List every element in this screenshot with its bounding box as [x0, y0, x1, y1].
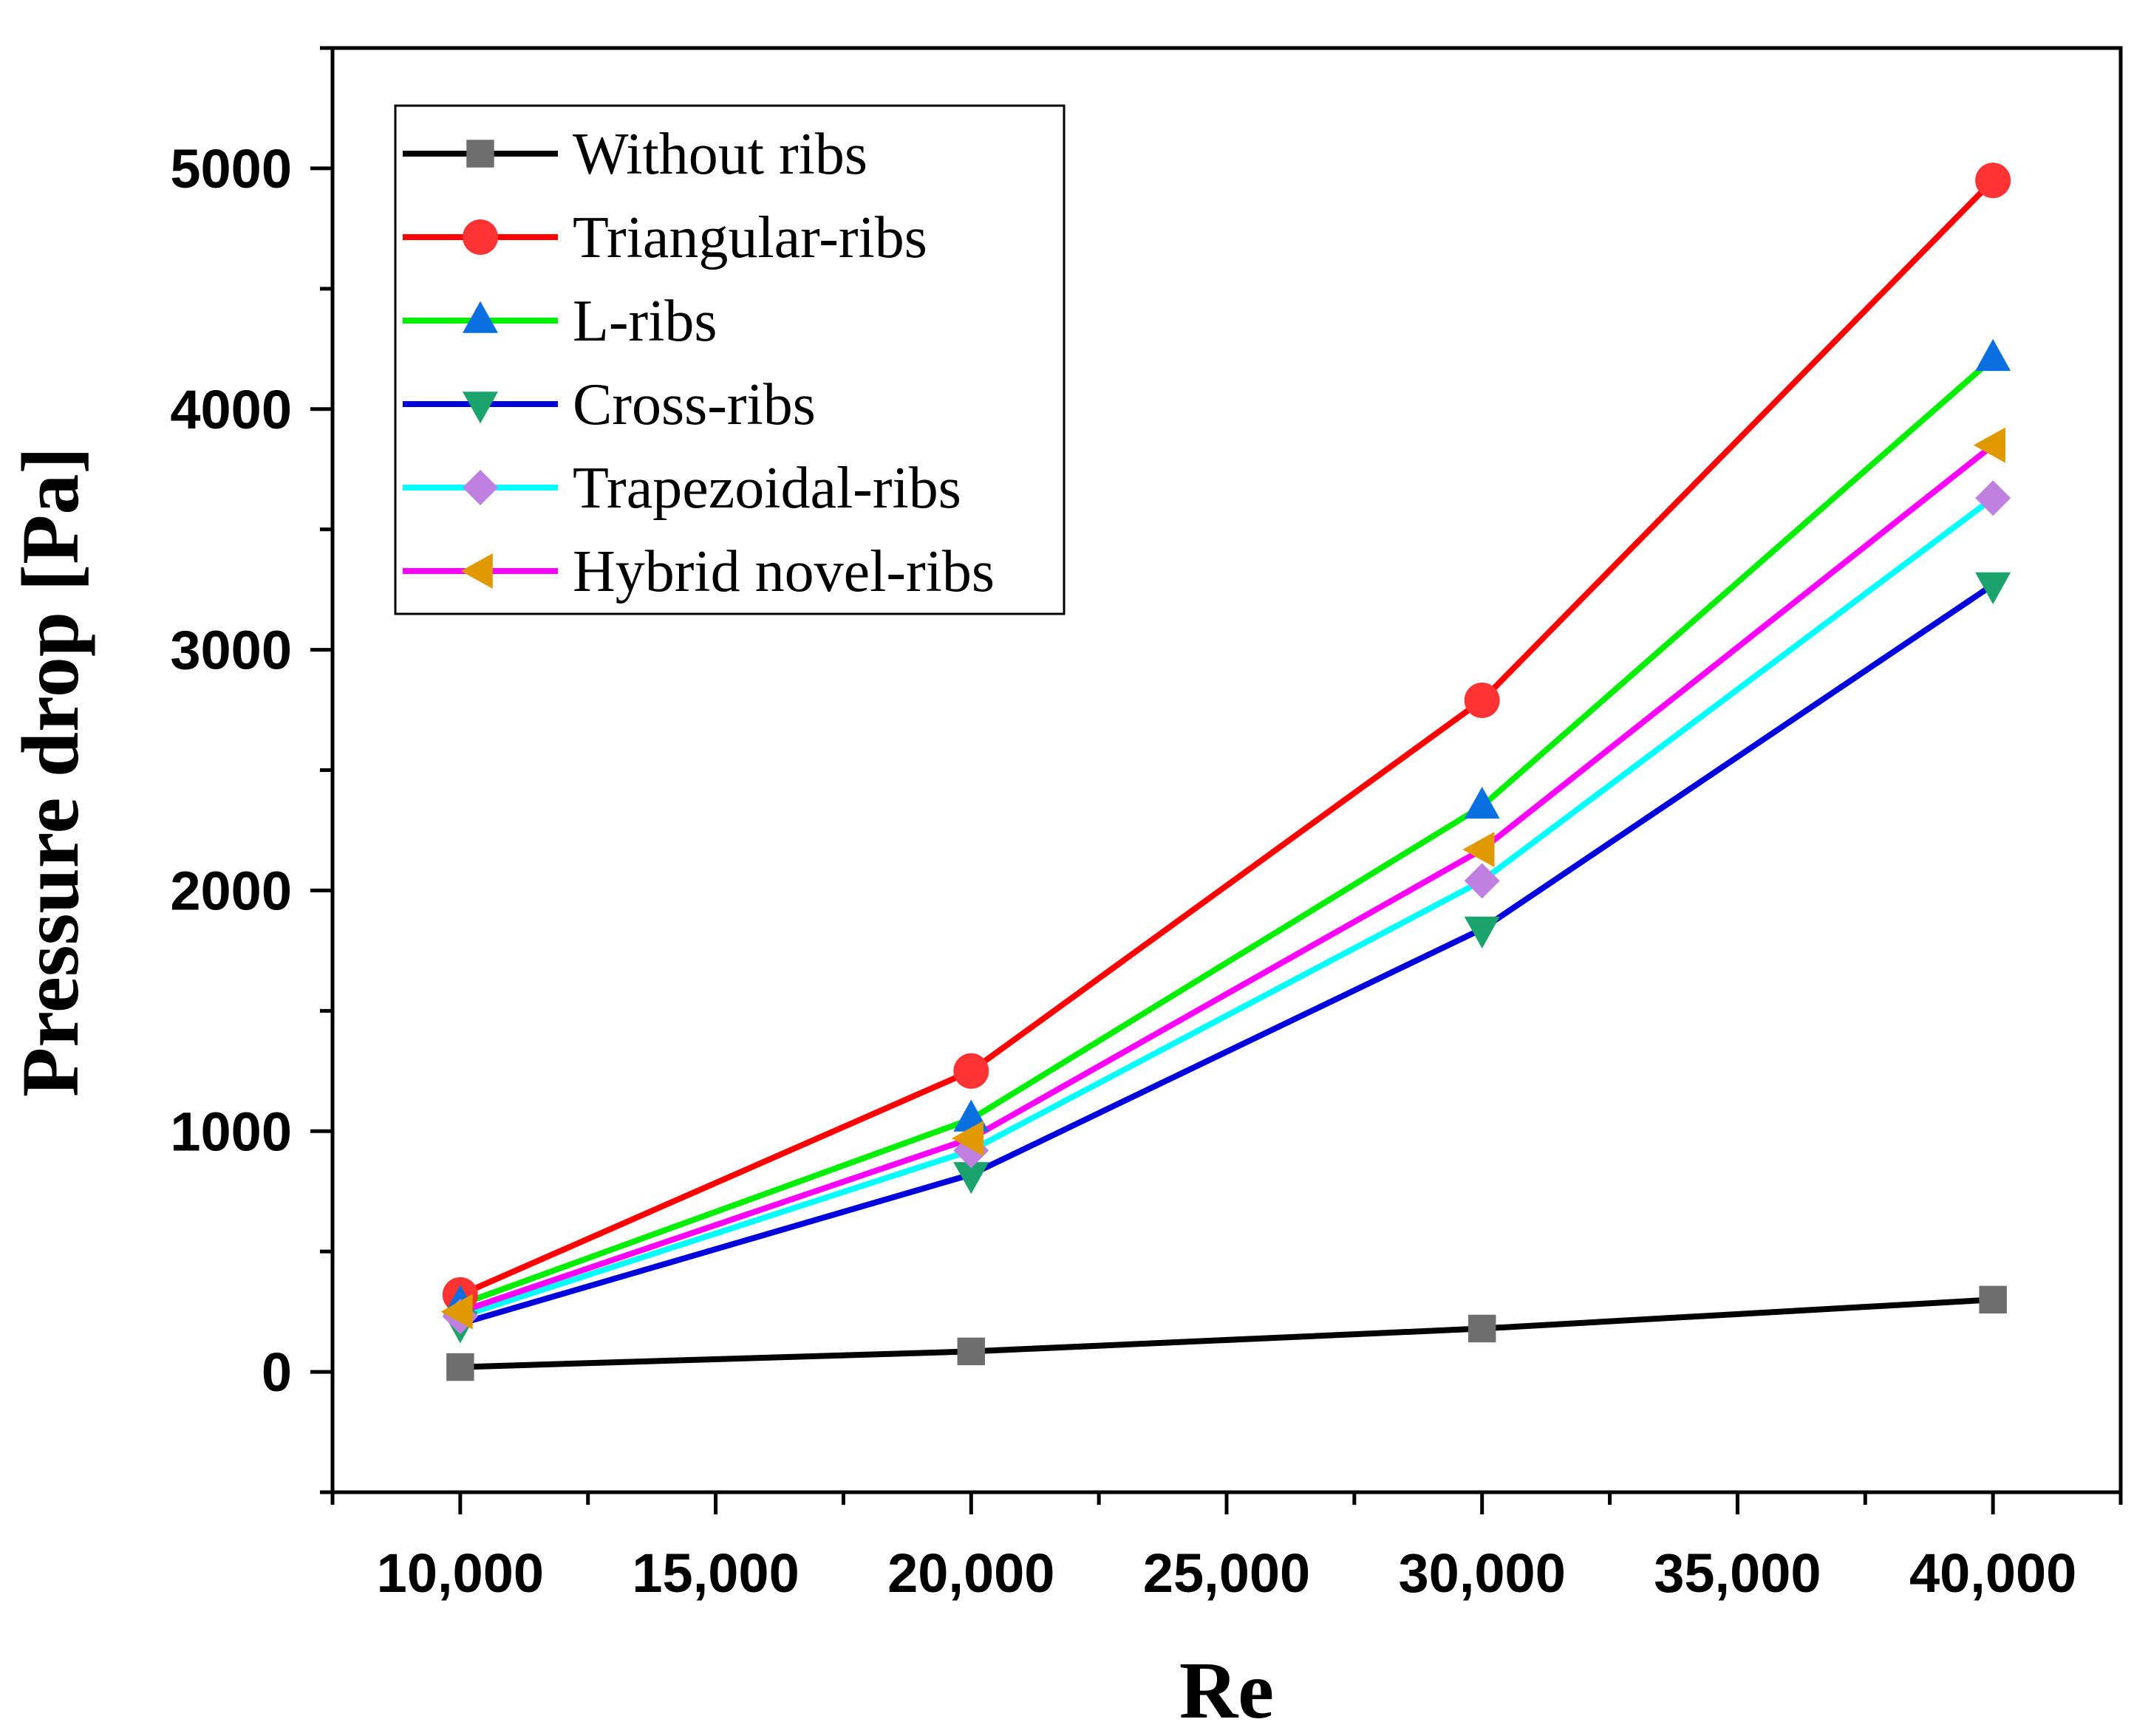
data-point — [1973, 427, 2005, 463]
legend-item: Triangular-ribs — [403, 205, 927, 270]
x-tick-label: 10,000 — [377, 1542, 544, 1604]
series-line — [459, 496, 1995, 1319]
legend-item: Cross-ribs — [403, 372, 816, 437]
data-point — [446, 1353, 474, 1381]
series-line — [460, 1296, 1994, 1370]
legend-box — [394, 104, 1066, 615]
series-line — [459, 356, 1995, 1308]
y-tick-label: 0 — [262, 1342, 292, 1403]
x-tick-label: 35,000 — [1654, 1542, 1821, 1604]
legend-item: Hybrid novel-ribs — [403, 539, 995, 604]
data-point — [953, 1162, 989, 1195]
y-tick-label: 1000 — [170, 1101, 292, 1162]
legend-item: L-ribs — [403, 289, 717, 354]
data-point — [957, 1337, 986, 1366]
x-tick-label: 15,000 — [632, 1542, 799, 1604]
legend: Without ribs Triangular-ribs L-ribs Cross-r… — [394, 104, 1066, 615]
y-tick-label: 5000 — [170, 138, 292, 199]
legend-label: Without ribs — [573, 122, 867, 187]
legend-label: L-ribs — [573, 289, 717, 354]
data-point — [1979, 1285, 2007, 1314]
legend-marker — [463, 392, 498, 424]
series-trapezoidal-ribs — [459, 496, 1995, 1319]
data-point — [1464, 786, 1500, 819]
series-markers — [440, 427, 2005, 1330]
series-layer — [440, 163, 2011, 1381]
series-hybrid-novel-ribs — [459, 442, 1995, 1315]
x-axis-ticks: 10,000 15,000 20,000 25,000 30,000 35,000 40,0… — [330, 1492, 2123, 1604]
data-point — [1464, 683, 1500, 719]
x-tick-label: 30,000 — [1399, 1542, 1566, 1604]
series-without-ribs — [460, 1296, 1994, 1370]
x-tick-label: 25,000 — [1143, 1542, 1310, 1604]
data-point — [1975, 480, 2011, 516]
y-tick-label: 2000 — [170, 860, 292, 921]
data-point — [440, 1294, 473, 1330]
legend-item: Trapezoidal-ribs — [403, 456, 961, 521]
x-tick-label: 40,000 — [1909, 1542, 2076, 1604]
legend-marker — [463, 470, 498, 505]
data-point — [953, 1099, 989, 1132]
data-point — [1464, 863, 1500, 899]
data-point — [951, 1121, 984, 1157]
y-axis-ticks: 0 1000 2000 3000 4000 5000 — [170, 46, 333, 1494]
legend-marker — [463, 219, 498, 255]
series-line — [459, 582, 1995, 1327]
legend-item: Without ribs — [403, 122, 867, 187]
data-point — [1975, 163, 2011, 199]
x-axis-title: Re — [1179, 1645, 1274, 1735]
legend-label: Trapezoidal-ribs — [573, 456, 961, 521]
series-line — [459, 442, 1995, 1315]
series-l-ribs — [459, 356, 1995, 1308]
legend-marker — [463, 301, 498, 333]
data-point — [1975, 572, 2011, 605]
legend-marker — [460, 553, 493, 589]
legend-label: Triangular-ribs — [573, 205, 927, 270]
data-point — [1464, 916, 1500, 949]
data-point — [1975, 338, 2011, 372]
x-tick-label: 20,000 — [887, 1542, 1054, 1604]
data-point — [1462, 832, 1495, 868]
legend-label: Hybrid novel-ribs — [573, 539, 995, 604]
y-axis-title: Pressure drop [Pa] — [5, 447, 95, 1097]
data-point — [953, 1053, 989, 1089]
series-triangular-ribs — [459, 178, 1995, 1298]
legend-marker — [466, 140, 494, 168]
series-cross-ribs — [459, 582, 1995, 1327]
series-markers — [446, 1285, 2007, 1381]
legend-label: Cross-ribs — [573, 372, 816, 437]
data-point — [1467, 1314, 1496, 1343]
y-tick-label: 3000 — [170, 620, 292, 681]
y-tick-label: 4000 — [170, 379, 292, 440]
series-line — [459, 178, 1995, 1298]
